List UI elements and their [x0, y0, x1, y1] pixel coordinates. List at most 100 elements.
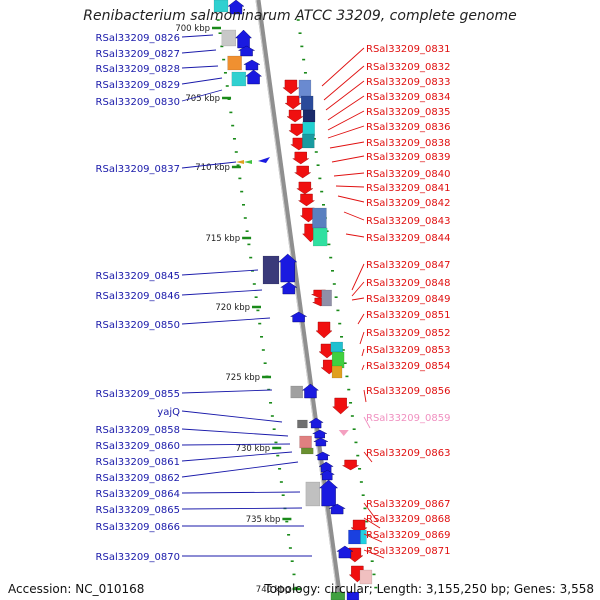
gene-leader-line [181, 507, 303, 510]
forward-gene-arrow [282, 79, 300, 95]
gene-leader-line [351, 281, 365, 297]
right-gene-label: RSal33209_0859 [366, 413, 450, 424]
gene-leader-line [363, 502, 379, 523]
right-gene-label: RSal33209_0853 [366, 345, 450, 356]
gene-leader-line [181, 443, 291, 446]
gene-leader-line [181, 77, 223, 85]
kbp-tick-label: 705 kbp [185, 94, 220, 104]
kbp-tick-label: 735 kbp [246, 515, 281, 525]
feature-block [302, 109, 316, 123]
kbp-tick-label: 700 kbp [175, 24, 210, 34]
topology-label: Topology: circular; Length: 3,155,250 bp… [264, 582, 594, 596]
reverse-gene-arrow [313, 437, 328, 447]
right-gene-label: RSal33209_0869 [366, 530, 450, 541]
right-gene-label: RSal33209_0867 [366, 499, 450, 510]
right-gene-label: RSal33209_0834 [366, 92, 450, 103]
reverse-gene-arrow [235, 29, 253, 49]
gene-leader-line [181, 161, 237, 169]
right-gene-label: RSal33209_0856 [366, 386, 450, 397]
right-gene-label: RSal33209_0848 [366, 278, 450, 289]
reverse-gene-arrow [227, 0, 245, 15]
gene-leader-line [363, 451, 373, 463]
gene-leader-line [351, 263, 365, 291]
accession-label: Accession: NC_010168 [8, 582, 145, 596]
reverse-gene-arrow [289, 311, 308, 323]
right-gene-label: RSal33209_0852 [366, 328, 450, 339]
kbp-tick-label: 720 kbp [215, 303, 250, 313]
gene-leader-line [331, 155, 365, 163]
reverse-gene-arrow [243, 59, 261, 71]
right-gene-labels: RSal33209_0831 RSal33209_0832 RSal33209_08… [321, 44, 450, 559]
reverse-gene-arrow [301, 383, 320, 399]
gene-leader-line [363, 533, 383, 543]
left-gene-label: RSal33209_0861 [96, 457, 180, 468]
left-gene-label: RSal33209_0828 [96, 64, 180, 75]
reverse-gene-arrow [328, 503, 346, 515]
feature-block [221, 29, 237, 47]
gene-leader-line [181, 461, 299, 478]
right-gene-label: RSal33209_0835 [366, 107, 450, 118]
forward-gene-arrow [286, 109, 304, 123]
left-gene-label: RSal33209_0845 [96, 271, 180, 282]
right-gene-label: RSal33209_0868 [366, 514, 450, 525]
left-gene-label: RSal33209_0837 [96, 164, 180, 175]
kbp-tick-label: 725 kbp [225, 373, 260, 383]
gene-leader-line [363, 517, 381, 529]
feature-block [321, 289, 332, 307]
kbp-tick-label: 710 kbp [195, 163, 230, 173]
right-gene-label: RSal33209_0836 [366, 122, 450, 133]
reverse-gene-arrow [336, 545, 354, 559]
feature-block [331, 351, 345, 369]
left-gene-label: RSal33209_0855 [96, 389, 180, 400]
forward-gene-arrow [341, 459, 360, 471]
forward-gene-arrow [297, 193, 316, 207]
right-gene-label: RSal33209_0844 [366, 233, 450, 244]
feature-block [298, 79, 312, 99]
right-gene-label: RSal33209_0851 [366, 310, 450, 321]
right-gene-label: RSal33209_0838 [366, 138, 450, 149]
feature-block [330, 591, 346, 600]
feature-block [348, 529, 361, 545]
feature-block [305, 481, 321, 507]
left-gene-label: RSal33209_0826 [96, 33, 180, 44]
gene-leader-line [363, 389, 367, 403]
left-gene-label: RSal33209_0827 [96, 49, 180, 60]
feature-block [301, 447, 314, 455]
gene-leader-line [335, 185, 365, 188]
forward-gene-arrow [292, 151, 310, 165]
feature-block [227, 55, 242, 71]
reverse-gene-arrow [244, 69, 263, 85]
kbp-tick-label: 740 kbp [256, 585, 291, 595]
gene-leader-line [327, 125, 365, 139]
pseudogene-marker [338, 430, 349, 436]
right-gene-label: RSal33209_0840 [366, 169, 450, 180]
reverse-gene-arrow [319, 479, 339, 507]
feature-block [360, 529, 367, 545]
forward-gene-arrow [294, 165, 312, 179]
gene-leader-line [329, 141, 365, 149]
right-gene-label: RSal33209_0839 [366, 152, 450, 163]
feature-block [312, 227, 328, 247]
gene-leader-line [327, 110, 365, 131]
gene-leader-line [181, 428, 289, 437]
feature-block [297, 419, 308, 429]
gene-leader-line [181, 491, 301, 494]
right-gene-label: RSal33209_0849 [366, 294, 450, 305]
forward-gene-arrow [284, 95, 302, 110]
reverse-gene-arrow [315, 451, 330, 461]
gene-leader-line [363, 416, 371, 429]
feature-block [213, 0, 229, 13]
gene-leader-line [181, 89, 223, 102]
right-gene-label: RSal33209_0871 [366, 546, 450, 557]
right-gene-label: RSal33209_0842 [366, 198, 450, 209]
reverse-gene-arrow [312, 429, 327, 439]
left-gene-label: RSal33209_0870 [96, 552, 180, 563]
left-gene-label: RSal33209_0865 [96, 505, 180, 516]
right-gene-label: RSal33209_0863 [366, 448, 450, 459]
right-gene-label: RSal33209_0841 [366, 183, 450, 194]
feature-block [346, 591, 360, 600]
reverse-gene-arrow [308, 417, 324, 429]
gene-leader-line [181, 451, 293, 462]
